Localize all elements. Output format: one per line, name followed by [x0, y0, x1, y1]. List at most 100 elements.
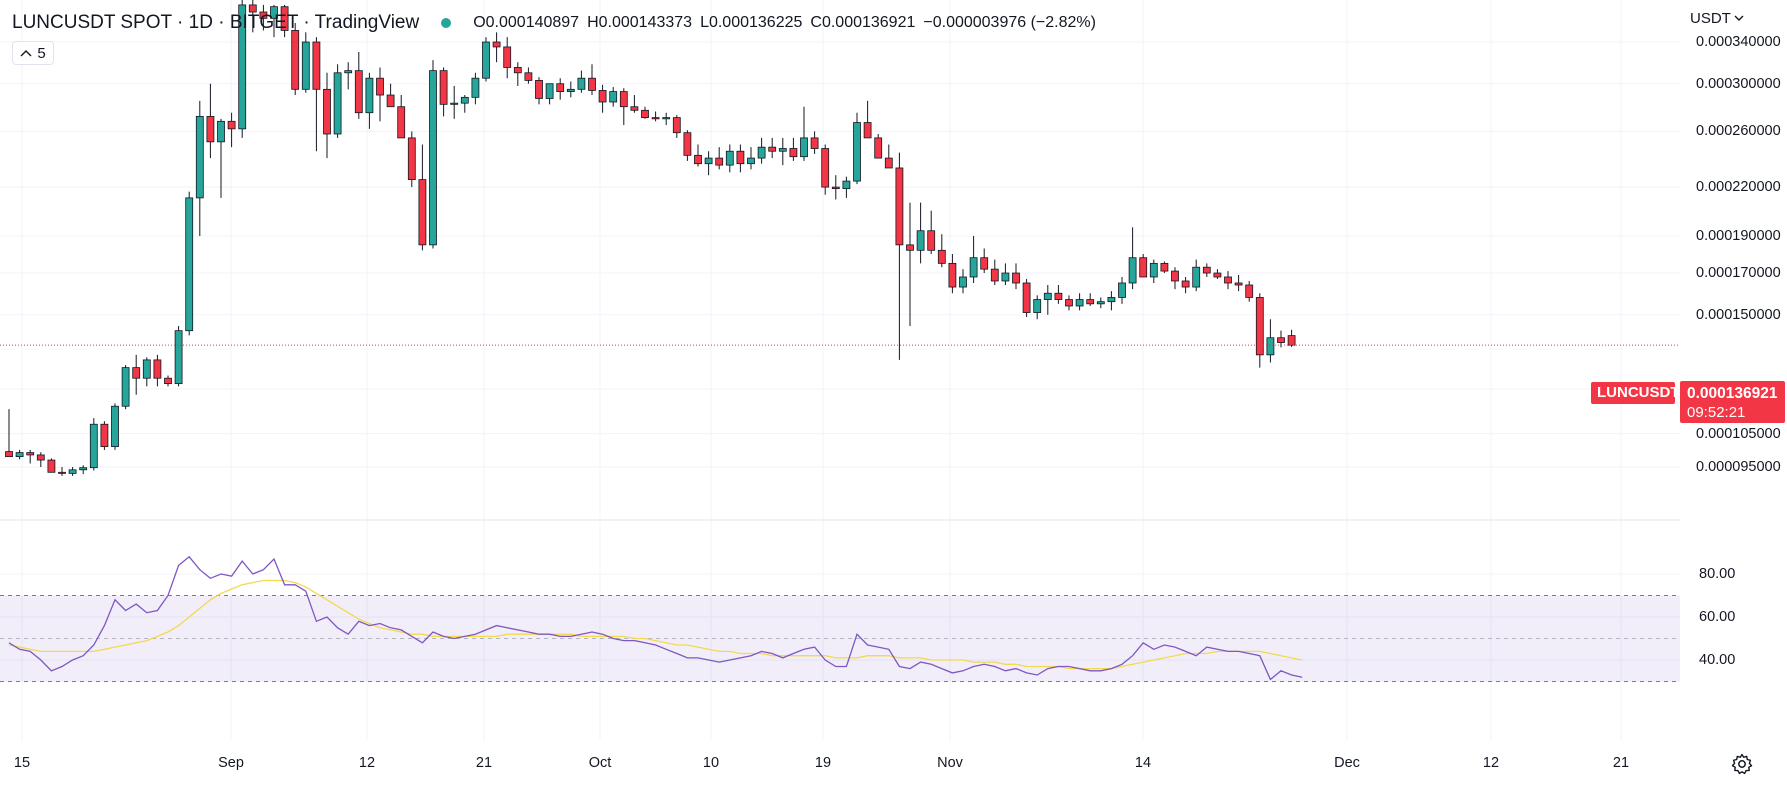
candle-body: [778, 148, 787, 152]
candle-body: [503, 46, 512, 68]
indicator-count: 5: [37, 44, 46, 62]
candle-body: [556, 83, 565, 92]
indicator-toggle-button[interactable]: 5: [12, 41, 54, 65]
candle-body: [270, 6, 278, 19]
candle-body: [545, 83, 554, 99]
time-tick-label: Dec: [1334, 755, 1360, 771]
price-tick-label: 0.000220000: [1696, 179, 1781, 196]
open-value: O0.000140897: [473, 14, 580, 31]
candle-body: [227, 120, 236, 130]
candle-body: [1213, 272, 1222, 278]
close-value: C0.000136921: [810, 14, 916, 31]
candle-body: [68, 469, 77, 474]
time-tick-label: 12: [1482, 755, 1500, 771]
candle-body: [609, 91, 618, 103]
candle-body: [323, 88, 331, 135]
candle-body: [471, 77, 480, 98]
candle-body: [768, 146, 777, 152]
candle-body: [662, 117, 671, 120]
candle-body: [1001, 272, 1010, 282]
high-value: H0.000143373: [587, 14, 693, 31]
price-tick-label: 0.000105000: [1696, 425, 1781, 442]
candle-body: [354, 70, 363, 114]
rsi-tick-label: 60.00: [1699, 609, 1736, 625]
candle-body: [853, 122, 861, 182]
candle-body: [132, 367, 141, 379]
candle-body: [588, 77, 596, 91]
last-price-symbol-tag: LUNCUSDT: [1591, 382, 1680, 404]
candle-body: [450, 102, 459, 105]
last-price-label: 0.000136921 09:52:21: [1680, 381, 1785, 423]
candle-body: [810, 137, 819, 149]
candle-body: [333, 72, 342, 135]
candle-body: [259, 11, 268, 19]
candle-body: [195, 115, 204, 199]
candle-body: [386, 94, 395, 108]
candle-body: [1171, 270, 1179, 282]
candle-body: [1160, 262, 1169, 272]
candle-body: [694, 154, 702, 165]
symbol-title[interactable]: LUNCUSDT SPOT · 1D · BITGET · TradingVie…: [12, 12, 420, 33]
candle-body: [174, 330, 183, 385]
time-tick-label: Nov: [937, 755, 963, 771]
candle-body: [937, 249, 946, 264]
candle-body: [26, 452, 35, 456]
candle-body: [1012, 272, 1020, 284]
candle-body: [1192, 266, 1201, 288]
candle-body: [884, 157, 893, 169]
candle-body: [895, 167, 904, 246]
candle-body: [1139, 257, 1148, 278]
price-tick-label: 0.000260000: [1696, 123, 1781, 140]
candle-body: [312, 41, 321, 90]
candle-body: [217, 120, 225, 143]
candle-body: [1245, 284, 1254, 298]
candlestick-series: [5, 0, 1296, 476]
candle-body: [948, 262, 957, 288]
candle-body: [1107, 297, 1116, 303]
candle-body: [641, 109, 649, 119]
legend-bar: LUNCUSDT SPOT · 1D · BITGET · TradingVie…: [12, 10, 1096, 36]
candle-body: [906, 244, 914, 251]
currency-select[interactable]: USDT: [1690, 10, 1744, 27]
candle-body: [185, 197, 194, 332]
candle-body: [959, 276, 967, 288]
candle-body: [164, 377, 172, 385]
candle-body: [238, 4, 247, 130]
candle-body: [927, 230, 936, 251]
price-tick-label: 0.000170000: [1696, 265, 1781, 282]
price-tick-label: 0.000340000: [1696, 34, 1781, 50]
candle-body: [460, 96, 469, 104]
chevron-up-icon: [20, 50, 32, 57]
candle-body: [1086, 299, 1095, 305]
candle-body: [704, 157, 713, 165]
time-tick-label: 10: [702, 755, 720, 771]
candle-body: [683, 132, 692, 156]
candle-body: [566, 88, 575, 92]
candle-body: [418, 179, 427, 246]
candle-body: [121, 367, 130, 407]
time-tick-label: 14: [1134, 755, 1152, 771]
candle-body: [980, 257, 989, 270]
candle-body: [376, 77, 384, 96]
candle-body: [280, 6, 289, 31]
time-tick-label: 21: [1612, 755, 1630, 771]
candle-body: [598, 90, 607, 103]
candle-body: [291, 30, 300, 90]
candle-body: [482, 41, 490, 79]
candle-body: [407, 137, 416, 181]
candle-body: [111, 405, 119, 447]
time-tick-label: 15: [13, 755, 31, 771]
currency-label: USDT: [1690, 10, 1731, 27]
rsi-tick-label: 80.00: [1699, 566, 1736, 582]
candle-body: [863, 122, 872, 139]
candle-body: [429, 70, 437, 246]
rsi-tick-label: 40.00: [1699, 652, 1736, 668]
candle-body: [248, 4, 257, 13]
candle-body: [969, 257, 978, 278]
candle-body: [79, 467, 88, 471]
candle-body: [1287, 335, 1296, 346]
candle-body: [206, 115, 215, 143]
candle-body: [715, 157, 724, 166]
gear-icon[interactable]: [1730, 752, 1754, 776]
